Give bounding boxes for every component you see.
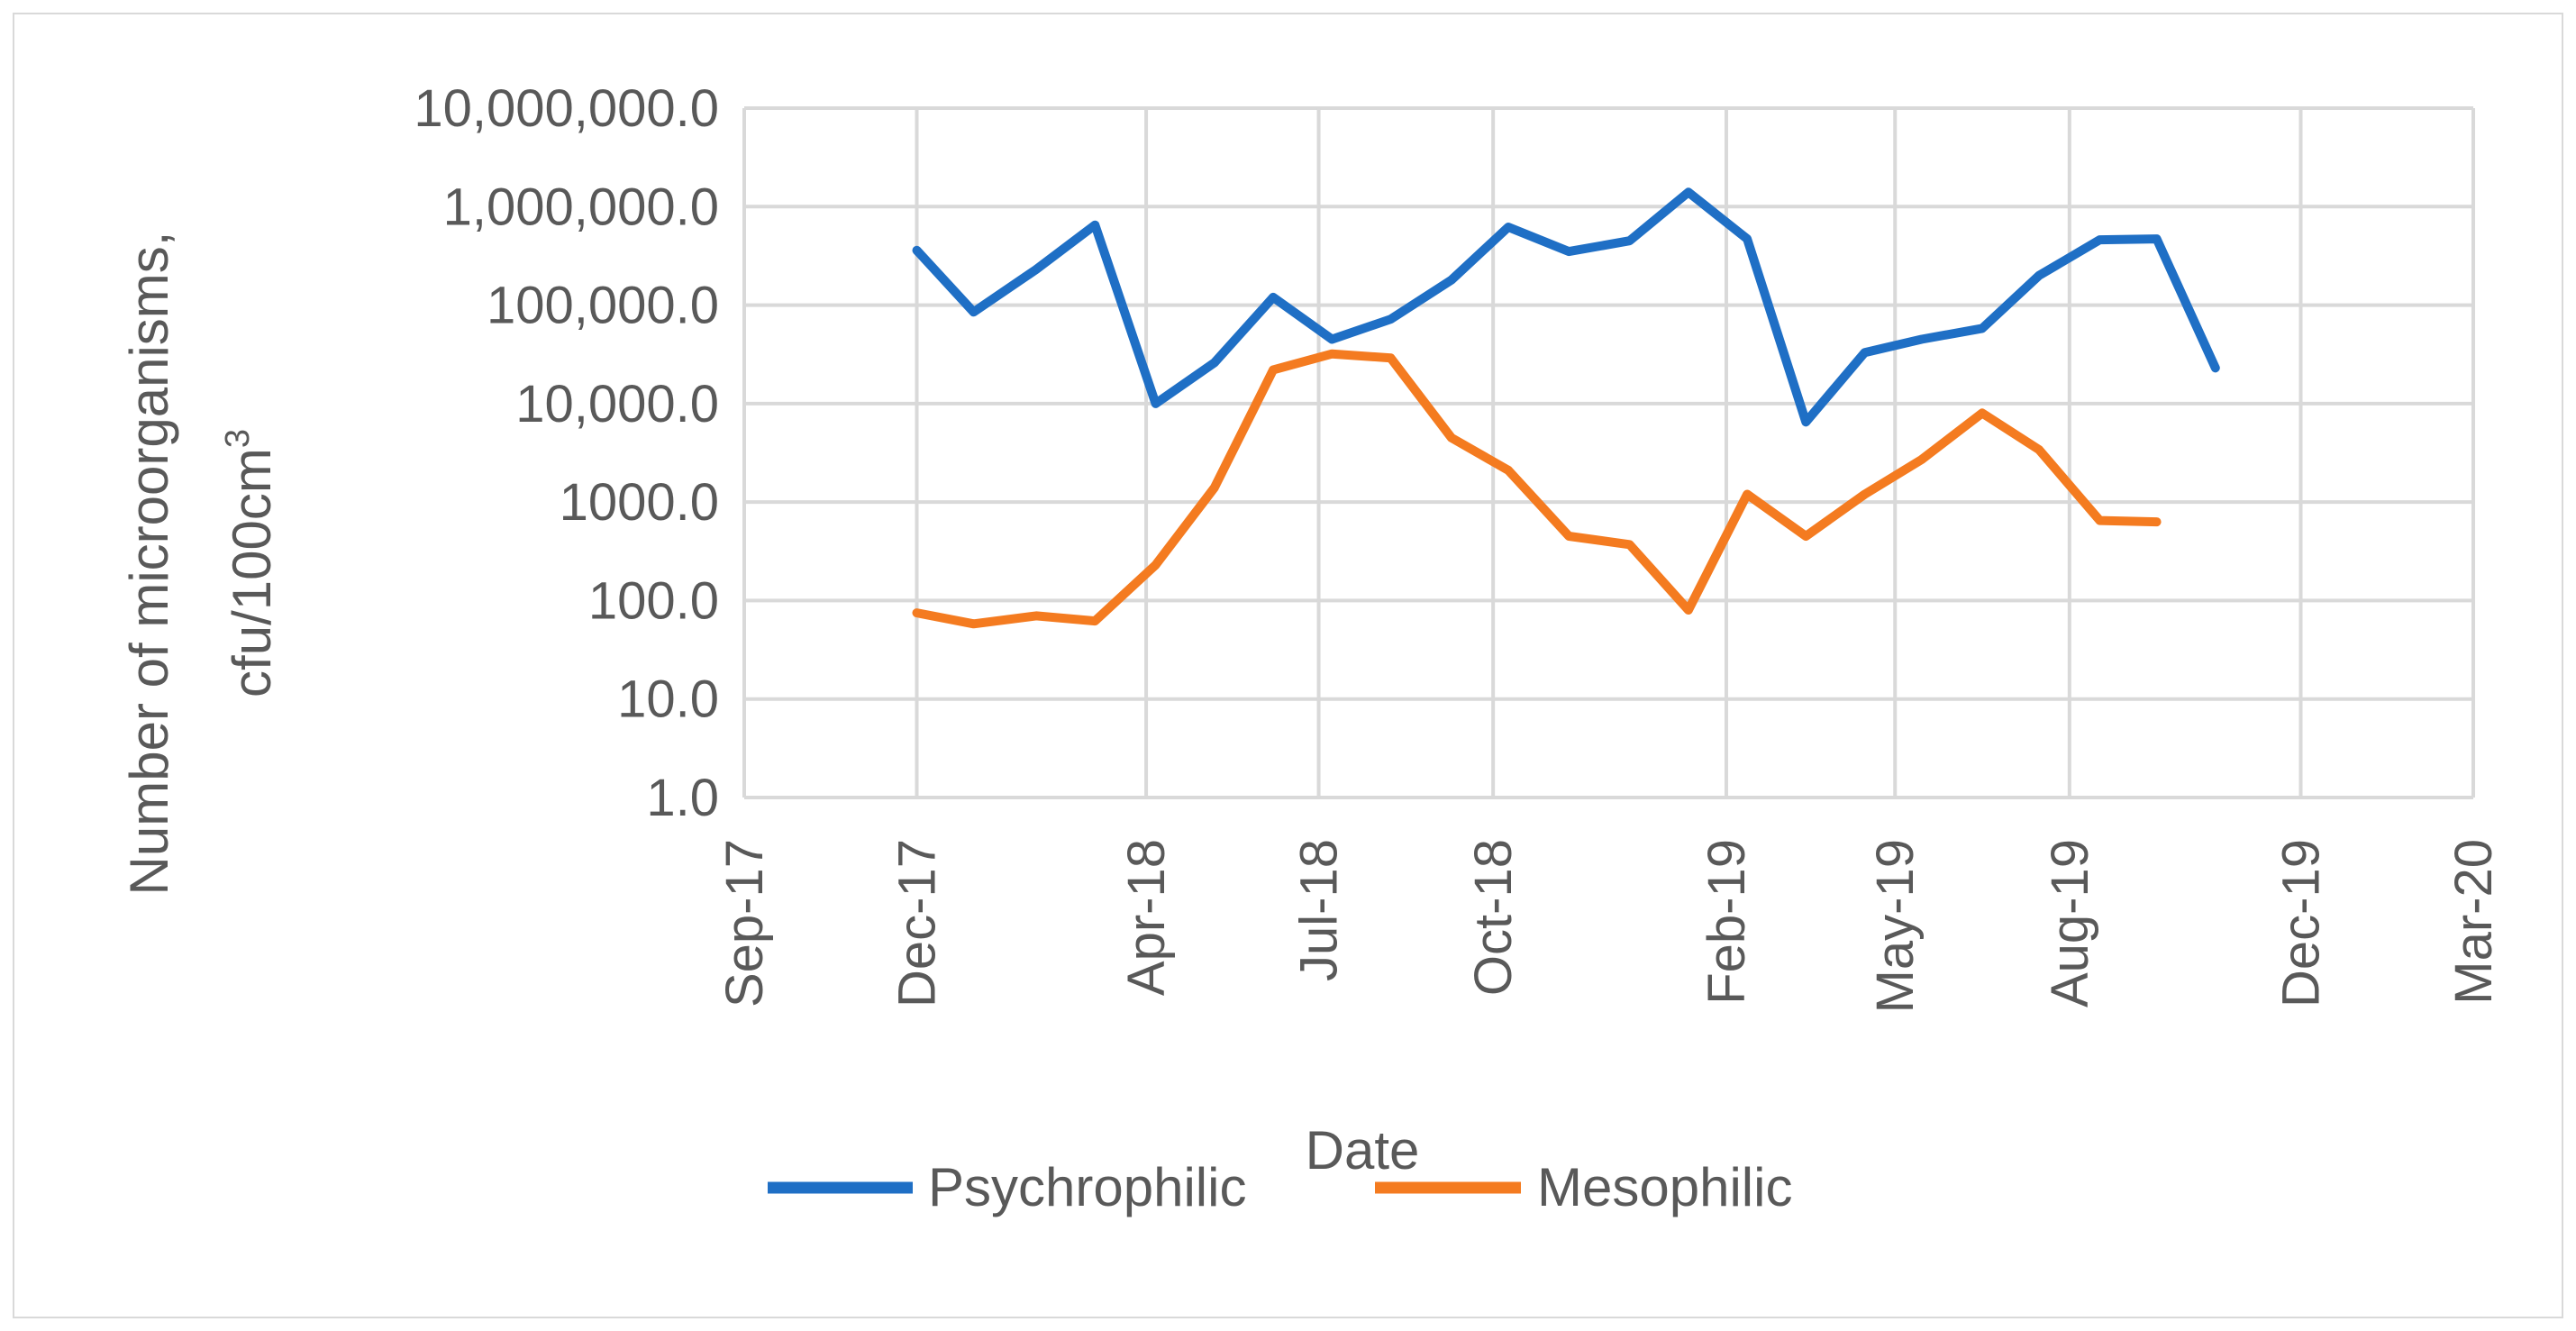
data-point-mesophilic <box>1505 467 1511 473</box>
x-tick-label: Dec-17 <box>887 839 946 1007</box>
data-point-mesophilic <box>1626 542 1633 548</box>
y-tick-label: 1000.0 <box>560 473 719 532</box>
data-point-mesophilic <box>1980 410 1986 416</box>
y-tick-label: 100,000.0 <box>487 277 719 335</box>
data-point-psychrophilic <box>914 247 920 253</box>
x-tick-label: Jul-18 <box>1290 839 1349 981</box>
series-layer <box>912 187 2220 629</box>
data-point-mesophilic <box>1033 613 1040 619</box>
x-axis-title: Date <box>1306 1120 1420 1181</box>
y-tick-label: 10,000,000.0 <box>414 79 719 138</box>
data-point-psychrophilic <box>970 309 977 315</box>
data-point-psychrophilic <box>2212 365 2218 371</box>
data-point-psychrophilic <box>1685 189 1691 196</box>
y-tick-label: 1,000,000.0 <box>443 178 719 236</box>
data-point-psychrophilic <box>2097 237 2103 243</box>
gridlines <box>742 106 2475 799</box>
data-point-psychrophilic <box>1270 294 1277 300</box>
legend-label-psychrophilic: Psychrophilic <box>928 1157 1246 1217</box>
data-point-psychrophilic <box>1033 267 1040 273</box>
y-tick-label: 100.0 <box>588 571 719 630</box>
data-point-psychrophilic <box>1744 236 1751 242</box>
data-point-mesophilic <box>1270 367 1277 373</box>
data-point-mesophilic <box>1744 491 1751 497</box>
data-point-mesophilic <box>1566 533 1572 540</box>
data-point-psychrophilic <box>1329 336 1335 342</box>
y-tick-labels: 1.0 10.0 100.0 1000.0 10,000.0 100,000.0 1,000… <box>414 79 719 827</box>
chart-frame <box>13 13 2563 1318</box>
x-tick-label: Mar-20 <box>2444 839 2503 1005</box>
data-point-mesophilic <box>2097 517 2103 524</box>
x-tick-label: Sep-17 <box>715 839 774 1007</box>
data-point-mesophilic <box>1211 485 1217 491</box>
data-point-psychrophilic <box>1152 400 1159 406</box>
legend-label-mesophilic: Mesophilic <box>1537 1157 1792 1217</box>
data-point-psychrophilic <box>1505 223 1511 230</box>
series-line-mesophilic <box>912 349 2162 629</box>
y-tick-label: 1.0 <box>646 769 719 827</box>
data-point-mesophilic <box>1448 434 1454 441</box>
x-tick-labels: Sep-17 Dec-17 Apr-18 Jul-18 Oct-18 Feb-19 May-… <box>715 839 2503 1013</box>
data-point-mesophilic <box>970 621 977 627</box>
data-point-mesophilic <box>1685 607 1691 614</box>
data-point-mesophilic <box>1861 491 1868 497</box>
y-axis-title-unit: cfu/100cm <box>222 448 282 697</box>
data-point-psychrophilic <box>1918 336 1925 342</box>
data-point-psychrophilic <box>1388 316 1394 323</box>
data-point-mesophilic <box>1092 618 1098 624</box>
data-point-mesophilic <box>1388 355 1394 361</box>
x-tick-label: Dec-19 <box>2272 839 2331 1007</box>
data-point-mesophilic <box>1329 351 1335 357</box>
data-point-psychrophilic <box>1980 325 1986 332</box>
series-line-psychrophilic <box>912 187 2220 427</box>
x-tick-label: Feb-19 <box>1698 839 1756 1005</box>
y-tick-label: 10.0 <box>617 670 719 729</box>
y-axis-title-superscript: 3 <box>219 429 257 448</box>
y-axis-title-line-1: Number of microorganisms, <box>119 232 179 896</box>
data-point-psychrophilic <box>1803 419 1809 425</box>
data-point-mesophilic <box>2153 519 2160 525</box>
legend: Psychrophilic Mesophilic <box>768 1157 1792 1217</box>
data-point-psychrophilic <box>2153 236 2160 242</box>
data-point-psychrophilic <box>2036 272 2043 278</box>
x-tick-label: Aug-19 <box>2041 839 2099 1007</box>
data-point-psychrophilic <box>1566 249 1572 255</box>
data-point-psychrophilic <box>1211 360 1217 366</box>
data-point-mesophilic <box>2036 447 2043 453</box>
y-axis-title-line-2: cfu/100cm3 <box>219 429 282 697</box>
data-point-mesophilic <box>1918 457 1925 463</box>
data-point-psychrophilic <box>1626 238 1633 244</box>
data-point-psychrophilic <box>1092 222 1098 228</box>
data-point-psychrophilic <box>1448 277 1454 283</box>
data-point-psychrophilic <box>1861 350 1868 356</box>
x-tick-label: Oct-18 <box>1464 839 1523 996</box>
y-tick-label: 10,000.0 <box>515 375 719 433</box>
x-tick-label: May-19 <box>1866 839 1925 1013</box>
data-point-mesophilic <box>1803 533 1809 540</box>
data-point-mesophilic <box>914 610 920 616</box>
data-point-mesophilic <box>1152 561 1159 568</box>
x-tick-label: Apr-18 <box>1117 839 1176 996</box>
